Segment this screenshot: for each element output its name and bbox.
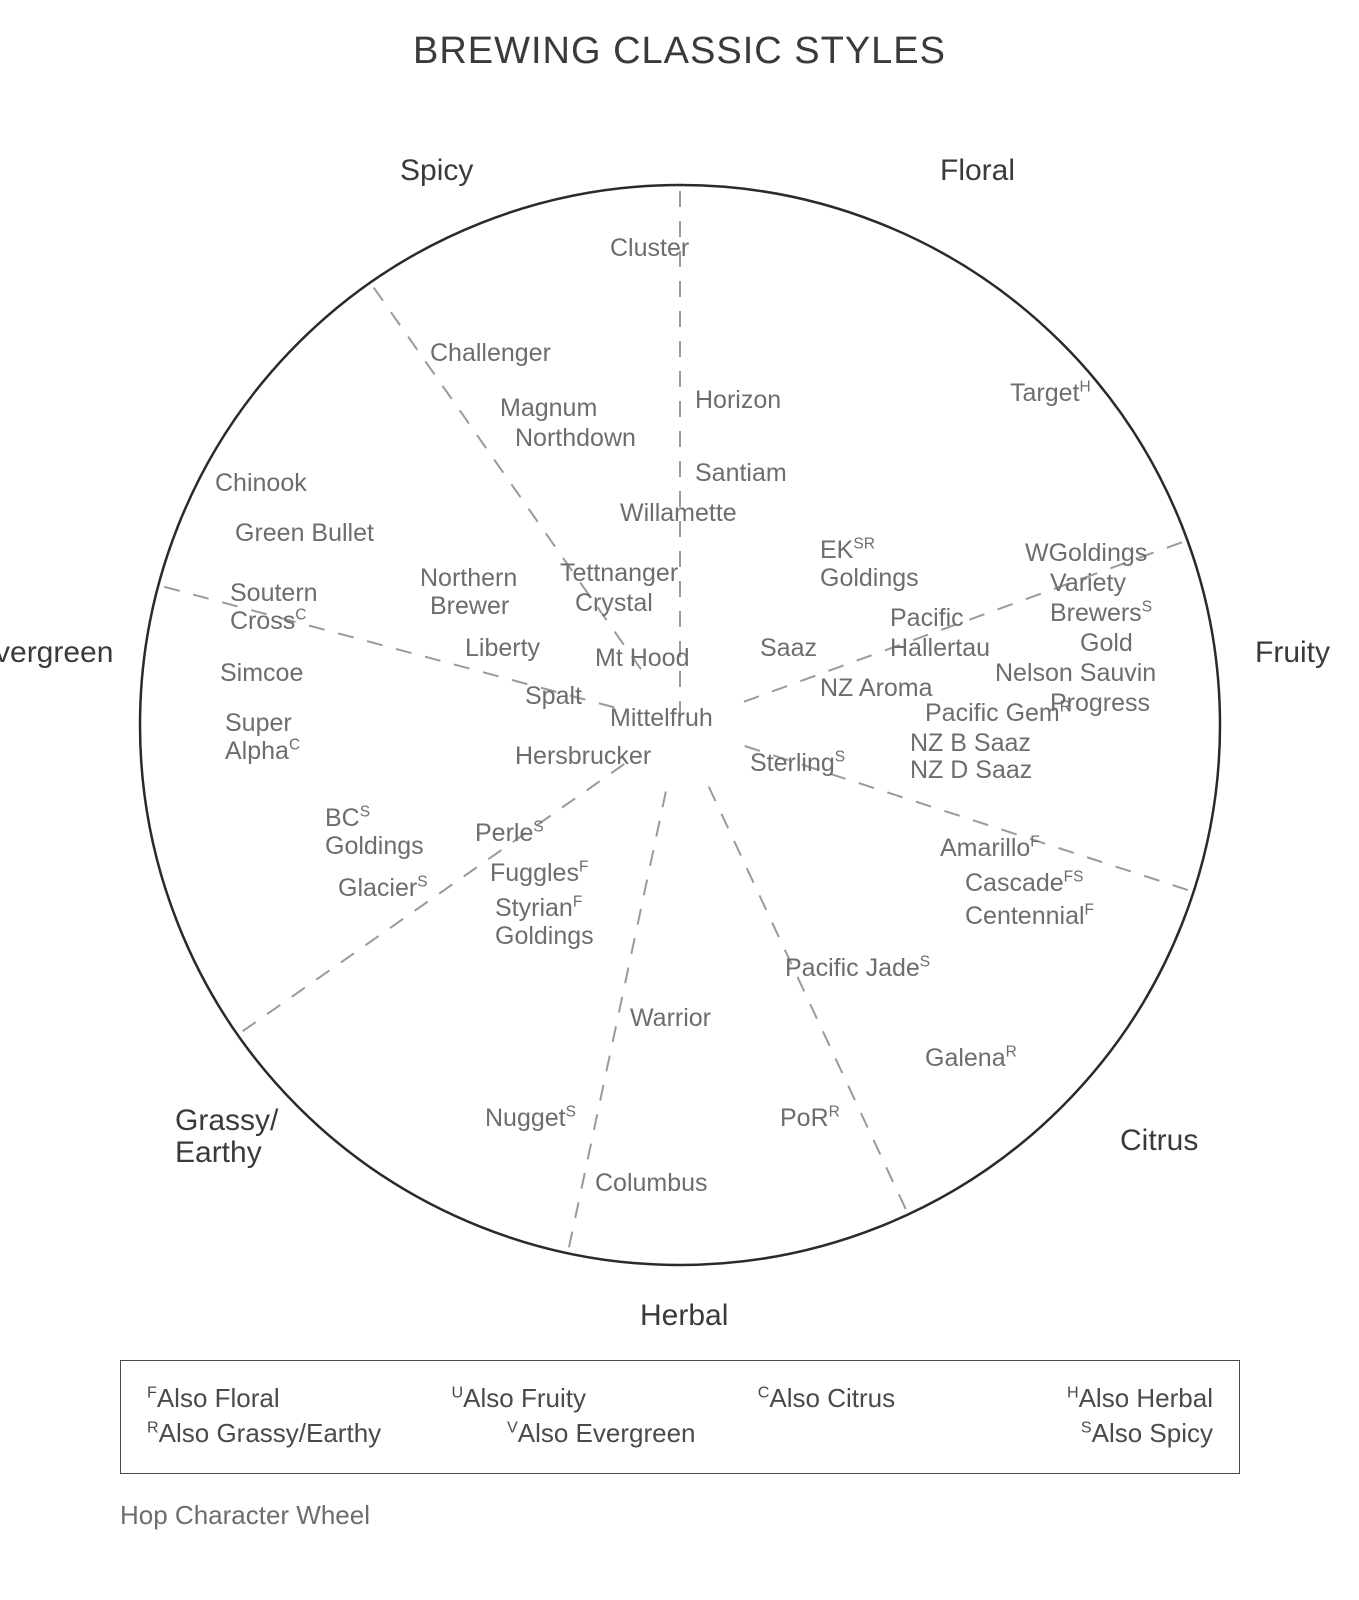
hop-label: Northdown [515,425,636,451]
hop-label: Columbus [595,1170,708,1196]
hop-label: SterlingS [750,750,845,776]
hop-label: Horizon [695,387,781,413]
hop-label: EKSR [820,537,875,563]
hop-label: Pacific JadeS [785,955,930,981]
hop-label: GlacierS [338,875,428,901]
legend-item: RAlso Grassy/Earthy [147,1418,507,1449]
hop-label: Goldings [495,923,594,949]
hop-label: AmarilloF [940,835,1040,861]
hop-label: Goldings [820,565,919,591]
legend-row-1: FAlso Floral UAlso Fruity CAlso Citrus HAls… [147,1383,1213,1414]
legend-item: UAlso Fruity [452,1383,586,1414]
hop-wheel: SpicyFloralFruityCitrusHerbalGrassy/Eart… [120,165,1240,1285]
category-label: Fruity [1255,637,1330,669]
legend-item: VAlso Evergreen [507,1418,937,1449]
hop-label: NZ D Saaz [910,757,1032,783]
hop-label: NZ Aroma [820,675,933,701]
hop-label: CrossC [230,608,307,634]
category-label: Grassy/Earthy [175,1105,278,1168]
hop-label: Soutern [230,580,318,606]
hop-label: GalenaR [925,1045,1017,1071]
hop-label: Variety [1050,570,1126,596]
hop-label: BrewersS [1050,600,1152,626]
hop-label: StyrianF [495,895,582,921]
hop-label: WGoldings [1025,540,1147,566]
hop-label: FugglesF [490,860,588,886]
hop-label: Simcoe [220,660,303,686]
hop-label: CascadeFS [965,870,1083,896]
hop-label: Hersbrucker [515,743,651,769]
hop-label: TargetH [1010,380,1091,406]
hop-label: Magnum [500,395,597,421]
hop-label: Crystal [575,590,653,616]
page-title: BREWING CLASSIC STYLES [0,30,1359,73]
category-label: Herbal [640,1300,728,1332]
hop-label: Saaz [760,635,817,661]
legend-item: SAlso Spicy [1081,1418,1213,1449]
wheel-spoke [709,787,908,1215]
legend-item: CAlso Citrus [758,1383,895,1414]
hop-label: Liberty [465,635,540,661]
hop-label: Santiam [695,460,787,486]
page: BREWING CLASSIC STYLES SpicyFloralFruity… [0,0,1359,1600]
hop-label: Progress [1050,690,1150,716]
category-label: Floral [940,155,1015,187]
hop-label: Brewer [430,593,509,619]
legend-row-2: RAlso Grassy/EarthyVAlso Evergreen SAlso … [147,1418,1213,1449]
hop-label: Spalt [525,683,582,709]
hop-label: AlphaC [225,738,300,764]
hop-label: Warrior [630,1005,711,1031]
category-label: Spicy [400,155,473,187]
hop-label: PerleS [475,820,544,846]
hop-label: Tettnanger [560,560,678,586]
hop-label: Gold [1080,630,1133,656]
hop-label: Willamette [620,500,737,526]
hop-label: Hallertau [890,635,990,661]
hop-label: Mittelfruh [610,705,713,731]
hop-label: Green Bullet [235,520,374,546]
legend-item: FAlso Floral [147,1383,280,1414]
hop-label: Goldings [325,833,424,859]
hop-label: Pacific [890,605,964,631]
hop-label: PoRR [780,1105,840,1131]
hop-label: Super [225,710,292,736]
legend-box: FAlso Floral UAlso Fruity CAlso Citrus HAls… [120,1360,1240,1474]
hop-label: Northern [420,565,517,591]
hop-label: NuggetS [485,1105,576,1131]
hop-label: Nelson Sauvin [995,660,1156,686]
hop-label: Cluster [610,235,689,261]
caption: Hop Character Wheel [120,1500,370,1531]
hop-label: Mt Hood [595,645,689,671]
hop-label: NZ B Saaz [910,730,1031,756]
hop-label: CentennialF [965,903,1094,929]
category-label: Citrus [1120,1125,1198,1157]
hop-label: Challenger [430,340,551,366]
hop-label: Chinook [215,470,307,496]
legend-item: HAlso Herbal [1067,1383,1213,1414]
category-label: Evergreen [0,637,113,669]
hop-label: BCS [325,805,370,831]
